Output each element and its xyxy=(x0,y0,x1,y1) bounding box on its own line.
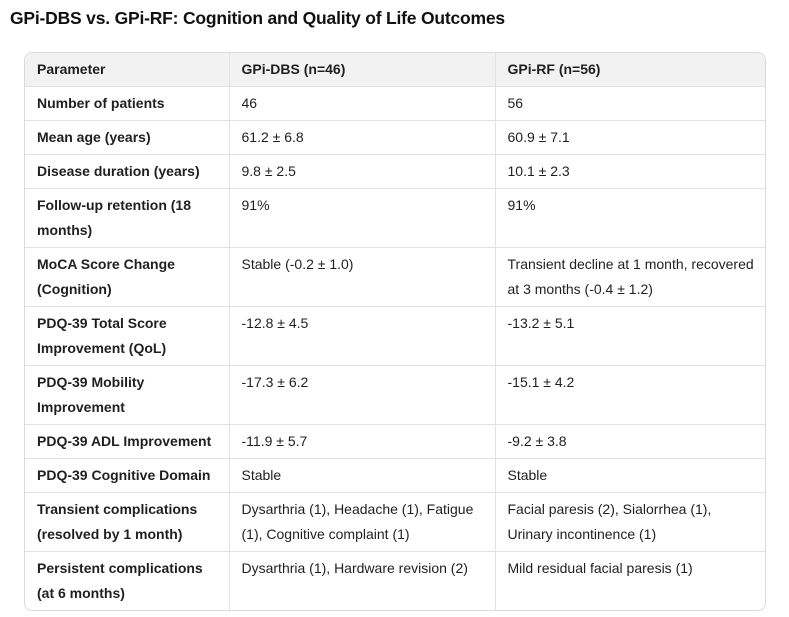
table-row: Number of patients 46 56 xyxy=(25,86,765,121)
cell-gpi-rf: -9.2 ± 3.8 xyxy=(495,424,765,459)
cell-gpi-rf: Facial paresis (2), Sialorrhea (1), Urin… xyxy=(495,492,765,552)
cell-gpi-dbs: Dysarthria (1), Hardware revision (2) xyxy=(229,551,496,610)
cell-gpi-dbs: -11.9 ± 5.7 xyxy=(229,424,496,459)
table-header-row: Parameter GPi-DBS (n=46) GPi-RF (n=56) xyxy=(25,53,765,87)
row-parameter: PDQ-39 Cognitive Domain xyxy=(25,458,230,493)
comparison-table: Parameter GPi-DBS (n=46) GPi-RF (n=56) N… xyxy=(25,53,765,610)
row-parameter: Disease duration (years) xyxy=(25,154,230,189)
cell-gpi-dbs: 91% xyxy=(229,188,496,248)
row-parameter: PDQ-39 ADL Improvement xyxy=(25,424,230,459)
row-parameter: Follow-up retention (18 months) xyxy=(25,188,230,248)
table-row: PDQ-39 Total Score Improvement (QoL) -12.… xyxy=(25,306,765,366)
row-parameter: Transient complications (resolved by 1 m… xyxy=(25,492,230,552)
table-row: Mean age (years) 61.2 ± 6.8 60.9 ± 7.1 xyxy=(25,120,765,155)
cell-gpi-rf: 10.1 ± 2.3 xyxy=(495,154,765,189)
table-body: Number of patients 46 56 Mean age (years) 61… xyxy=(25,86,765,610)
row-parameter: Mean age (years) xyxy=(25,120,230,155)
row-parameter: PDQ-39 Mobility Improvement xyxy=(25,365,230,425)
table-row: MoCA Score Change (Cognition) Stable (-0.… xyxy=(25,247,765,307)
page-title: GPi-DBS vs. GPi-RF: Cognition and Qualit… xyxy=(10,8,505,28)
cell-gpi-rf: 56 xyxy=(495,86,765,121)
cell-gpi-dbs: Stable (-0.2 ± 1.0) xyxy=(229,247,496,307)
cell-gpi-rf: Stable xyxy=(495,458,765,493)
cell-gpi-dbs: 46 xyxy=(229,86,496,121)
column-header-parameter: Parameter xyxy=(25,53,230,87)
cell-gpi-rf: Transient decline at 1 month, recovered … xyxy=(495,247,765,307)
row-parameter: MoCA Score Change (Cognition) xyxy=(25,247,230,307)
table-row: PDQ-39 ADL Improvement -11.9 ± 5.7 -9.2 ± … xyxy=(25,424,765,459)
table-row: Transient complications (resolved by 1 m… xyxy=(25,492,765,552)
page: GPi-DBS vs. GPi-RF: Cognition and Qualit… xyxy=(0,8,789,611)
table-row: Persistent complications (at 6 months) Dy… xyxy=(25,551,765,610)
column-header-gpi-rf: GPi-RF (n=56) xyxy=(495,53,765,87)
row-parameter: Number of patients xyxy=(25,86,230,121)
cell-gpi-dbs: -12.8 ± 4.5 xyxy=(229,306,496,366)
row-parameter: PDQ-39 Total Score Improvement (QoL) xyxy=(25,306,230,366)
column-header-gpi-dbs: GPi-DBS (n=46) xyxy=(229,53,496,87)
cell-gpi-rf: -15.1 ± 4.2 xyxy=(495,365,765,425)
row-parameter: Persistent complications (at 6 months) xyxy=(25,551,230,610)
cell-gpi-dbs: Dysarthria (1), Headache (1), Fatigue (1… xyxy=(229,492,496,552)
table-row: PDQ-39 Mobility Improvement -17.3 ± 6.2 -1… xyxy=(25,365,765,425)
cell-gpi-dbs: Stable xyxy=(229,458,496,493)
table-row: PDQ-39 Cognitive Domain Stable Stable xyxy=(25,458,765,493)
cell-gpi-dbs: 9.8 ± 2.5 xyxy=(229,154,496,189)
cell-gpi-rf: 91% xyxy=(495,188,765,248)
outcomes-table: Parameter GPi-DBS (n=46) GPi-RF (n=56) N… xyxy=(24,52,766,611)
table-row: Disease duration (years) 9.8 ± 2.5 10.1 ± … xyxy=(25,154,765,189)
cell-gpi-rf: 60.9 ± 7.1 xyxy=(495,120,765,155)
cell-gpi-dbs: -17.3 ± 6.2 xyxy=(229,365,496,425)
cell-gpi-rf: Mild residual facial paresis (1) xyxy=(507,560,693,576)
cell-gpi-rf: -13.2 ± 5.1 xyxy=(495,306,765,366)
cell-gpi-dbs: 61.2 ± 6.8 xyxy=(229,120,496,155)
table-row: Follow-up retention (18 months) 91% 91% xyxy=(25,188,765,248)
